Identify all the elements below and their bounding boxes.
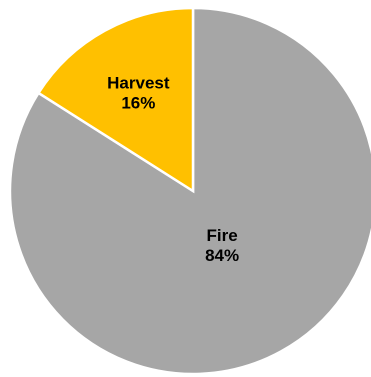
slice-label-fire: Fire 84% [205,226,239,265]
slice-category-harvest: Harvest [107,74,170,93]
slice-category-fire: Fire [206,226,237,245]
pie-labels: Fire 84% Harvest 16% [107,74,239,265]
pie-slice-harvest [36,6,195,194]
slice-percent-fire: 84% [205,246,239,265]
slice-percent-harvest: 16% [121,94,155,113]
pie-slice-fire [8,6,371,376]
pie-slices [8,6,371,376]
slice-label-harvest: Harvest 16% [107,74,170,113]
